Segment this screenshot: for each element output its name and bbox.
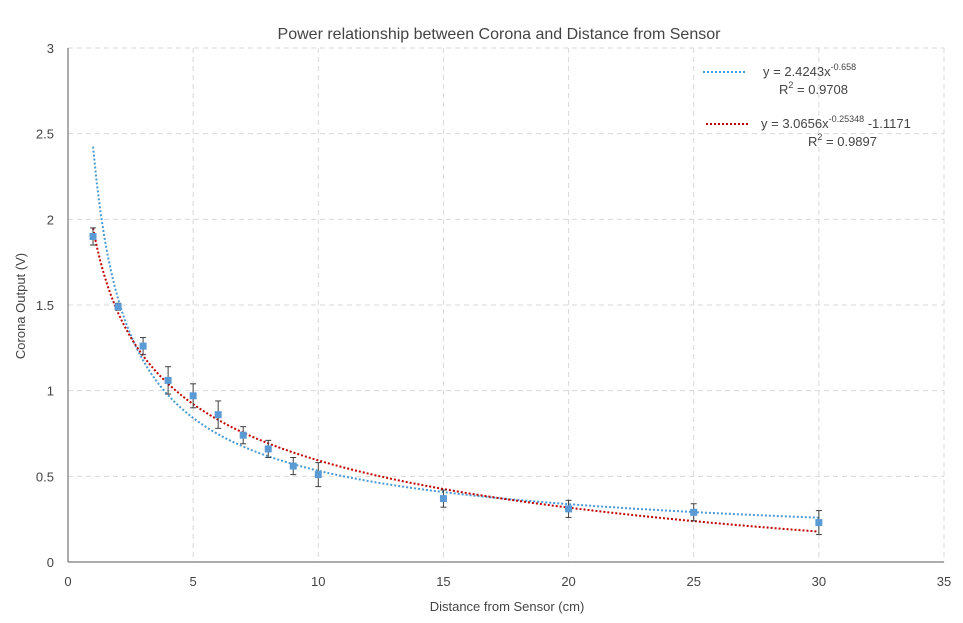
eq-1-prefix: y = 2.4243x [763, 64, 831, 79]
grid [68, 47, 945, 562]
legend: y = 2.4243x-0.658 R2 = 0.9708 y = 3.0656… [703, 62, 911, 149]
data-point [189, 392, 197, 400]
x-tick-label: 20 [561, 574, 575, 589]
y-tick-label: 2 [47, 212, 54, 227]
legend-equation-power-fit: y = 2.4243x-0.658 [763, 62, 856, 79]
data-point [264, 445, 272, 453]
axes [67, 48, 944, 563]
x-tick-label: 30 [812, 574, 826, 589]
x-tick-label: 35 [937, 574, 951, 589]
data-point [89, 232, 97, 240]
legend-r2-offset-power-fit: R2 = 0.9897 [808, 132, 877, 149]
y-axis-label: Corona Output (V) [13, 253, 28, 359]
x-tick-label: 25 [686, 574, 700, 589]
x-tick-label: 10 [311, 574, 325, 589]
data-point [314, 471, 322, 479]
trendline-1 [92, 146, 819, 519]
x-tick-label: 5 [190, 574, 197, 589]
data-point [289, 462, 297, 470]
data-point [239, 431, 247, 439]
x-axis-label: Distance from Sensor (cm) [430, 599, 585, 614]
data-point [815, 519, 823, 527]
legend-r2-power-fit: R2 = 0.9708 [779, 80, 848, 97]
chart-title: Power relationship between Corona and Di… [278, 26, 722, 43]
data-point [139, 342, 147, 350]
eq-1-exponent: -0.658 [831, 62, 857, 72]
y-tick-label: 2.5 [36, 127, 54, 142]
y-tick-label: 1.5 [36, 298, 54, 313]
data-points [89, 232, 823, 527]
trendlines [92, 146, 819, 533]
x-tick-label: 15 [436, 574, 450, 589]
error-bars [90, 227, 822, 536]
data-point [690, 508, 698, 516]
data-point [565, 505, 573, 513]
y-tick-label: 0 [47, 555, 54, 570]
trendline-2 [92, 227, 819, 533]
data-point [214, 411, 222, 419]
data-point [439, 495, 447, 503]
tick-labels: 0 5 10 15 20 25 30 35 0 0.5 1 1.5 2 2.5 3 [36, 41, 951, 589]
legend-equation-offset-power-fit: y = 3.0656x-0.25348 -1.1171 [761, 114, 911, 131]
y-tick-label: 1 [47, 384, 54, 399]
data-point [164, 376, 172, 384]
y-tick-label: 3 [47, 41, 54, 56]
data-point [114, 303, 122, 311]
x-tick-label: 0 [64, 574, 71, 589]
y-tick-label: 0.5 [36, 469, 54, 484]
